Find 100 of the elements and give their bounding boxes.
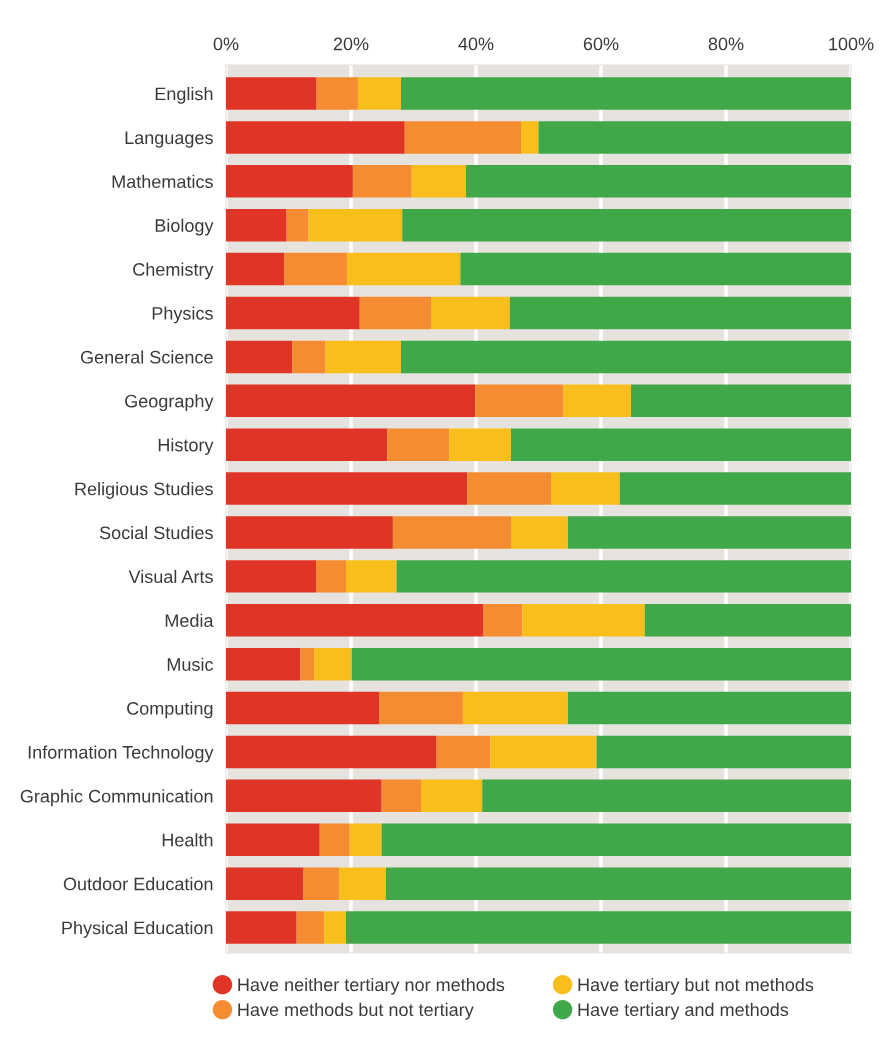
bar xyxy=(292,340,326,374)
y-tick-label: Graphic Communication xyxy=(20,789,213,807)
bar xyxy=(346,560,397,593)
y-tick-label: Outdoor Education xyxy=(63,877,213,891)
y-tick-label: Media xyxy=(165,613,214,627)
y-tick-label: Geography xyxy=(125,394,214,412)
bar xyxy=(226,165,353,198)
y-tick-label: English xyxy=(155,86,213,104)
bar xyxy=(226,911,297,944)
y-tick-label: Social Studies xyxy=(99,525,213,540)
bar xyxy=(402,208,851,242)
bar xyxy=(482,779,851,813)
bar xyxy=(436,735,491,769)
bar xyxy=(226,340,293,374)
bar xyxy=(226,516,393,549)
y-tick-label: Mathematics xyxy=(112,174,213,189)
bar xyxy=(596,735,851,769)
bar xyxy=(308,208,403,242)
bar xyxy=(351,647,851,681)
bar xyxy=(421,779,483,813)
bar xyxy=(346,911,851,944)
bar xyxy=(226,472,468,505)
bar xyxy=(381,823,851,856)
bar xyxy=(538,121,851,154)
bar xyxy=(551,472,620,505)
bar xyxy=(357,77,401,110)
bar xyxy=(226,296,360,330)
y-tick-label: Biology xyxy=(155,218,214,236)
bar xyxy=(522,604,645,637)
bar xyxy=(286,208,309,242)
y-tick-label: Visual Arts xyxy=(128,569,213,584)
bar xyxy=(226,735,437,769)
bar xyxy=(339,867,386,900)
bar xyxy=(226,604,484,637)
bar xyxy=(509,296,851,330)
x-tick-label: 20% xyxy=(333,37,369,51)
x-tick-label: 100% xyxy=(829,37,874,51)
bar xyxy=(396,560,851,593)
bar xyxy=(379,691,463,725)
bar xyxy=(359,296,431,330)
bar xyxy=(226,560,316,593)
bar xyxy=(401,77,851,110)
y-tick-label: Music xyxy=(167,657,214,671)
bar xyxy=(316,560,346,593)
y-tick-label: Languages xyxy=(125,131,213,148)
x-tick-label: 60% xyxy=(583,37,619,51)
bar xyxy=(303,867,340,900)
bar xyxy=(521,121,539,154)
bar xyxy=(401,340,851,374)
bar xyxy=(314,647,352,681)
bar xyxy=(226,77,317,110)
bar xyxy=(490,735,597,769)
bar xyxy=(449,428,511,461)
bar xyxy=(475,384,564,418)
bar xyxy=(319,823,350,856)
bar xyxy=(316,77,358,110)
bar xyxy=(619,472,851,505)
bar xyxy=(411,165,466,198)
bar xyxy=(563,384,631,418)
bar xyxy=(226,121,405,154)
bar xyxy=(466,165,851,198)
bar xyxy=(300,647,315,681)
bar xyxy=(644,604,851,637)
bar xyxy=(567,691,851,725)
bar xyxy=(387,428,450,461)
bar xyxy=(404,121,521,154)
y-tick-label: Information Technology xyxy=(28,745,214,763)
bar xyxy=(386,867,851,900)
bar xyxy=(324,911,346,944)
bar xyxy=(226,252,285,286)
bar xyxy=(483,604,523,637)
bar xyxy=(392,516,511,549)
legend-label: Have tertiary but not methods xyxy=(578,977,814,995)
y-tick-label: General Science xyxy=(80,350,213,364)
bar xyxy=(347,252,461,286)
legend-label: Have tertiary and methods xyxy=(578,1002,789,1020)
bar xyxy=(567,516,851,549)
bar xyxy=(431,296,510,330)
y-tick-label: Computing xyxy=(127,701,213,719)
y-tick-label: Health xyxy=(162,833,213,847)
bar xyxy=(462,691,568,725)
bar xyxy=(284,252,348,286)
bar xyxy=(226,823,320,856)
legend-label: Have methods but not tertiary xyxy=(238,1002,474,1020)
y-tick-label: Chemistry xyxy=(133,262,214,280)
bar xyxy=(460,252,851,286)
y-tick-label: History xyxy=(158,438,214,455)
bar xyxy=(226,384,476,418)
y-tick-label: Religious Studies xyxy=(75,482,213,499)
bar xyxy=(226,779,382,813)
bar xyxy=(631,384,851,418)
bar xyxy=(352,165,412,198)
x-tick-label: 80% xyxy=(708,37,744,51)
bar xyxy=(226,208,287,242)
bar xyxy=(511,428,851,461)
bar xyxy=(226,647,301,681)
bar xyxy=(296,911,325,944)
x-tick-label: 40% xyxy=(458,37,494,51)
y-tick-label: Physics xyxy=(152,306,213,324)
bar xyxy=(226,428,388,461)
